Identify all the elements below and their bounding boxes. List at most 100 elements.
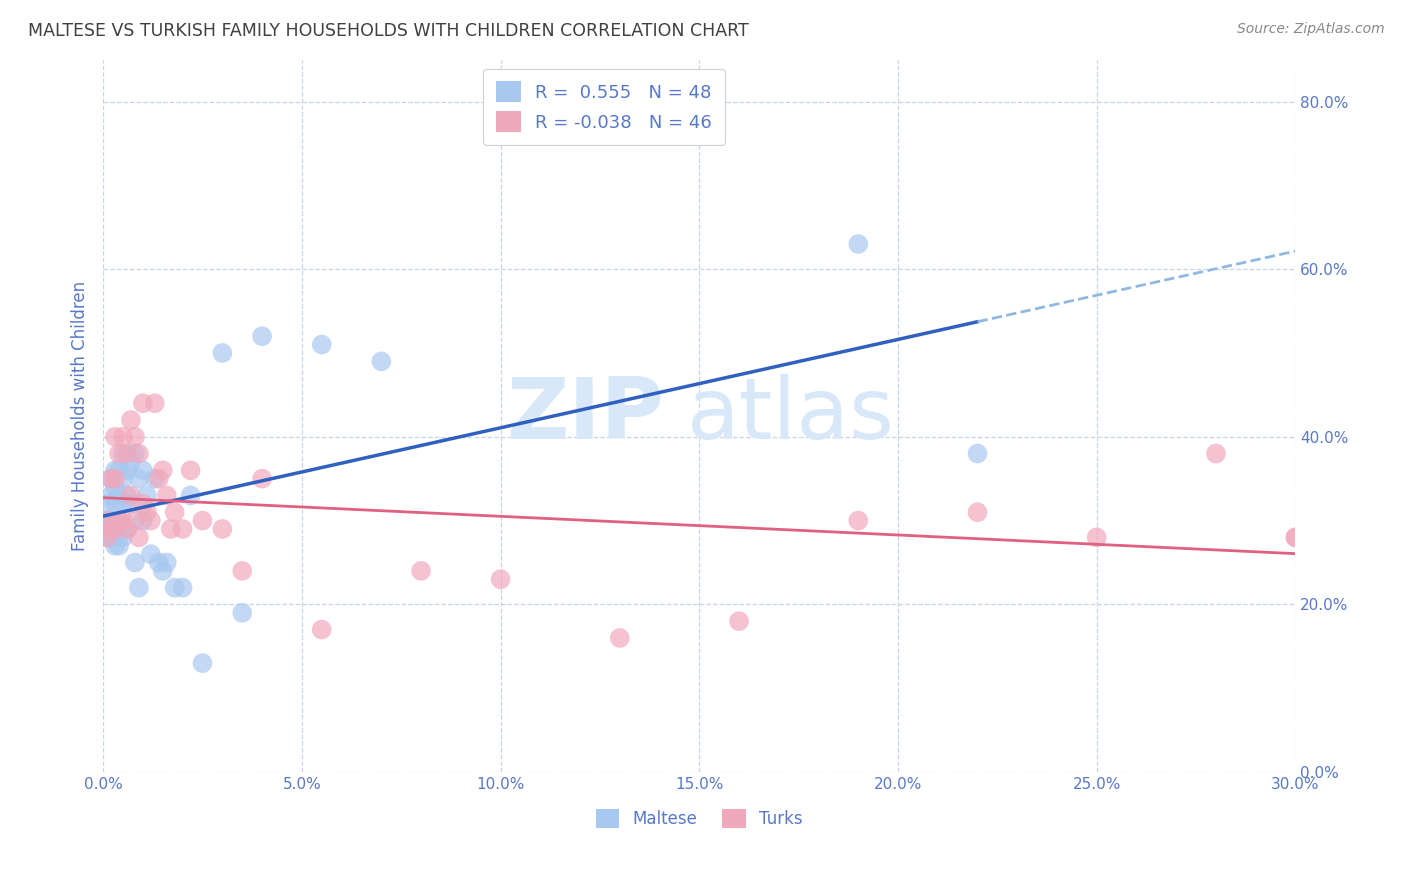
Point bbox=[120, 413, 142, 427]
Point bbox=[191, 656, 214, 670]
Point bbox=[211, 346, 233, 360]
Text: ZIP: ZIP bbox=[506, 375, 664, 458]
Point bbox=[132, 497, 155, 511]
Point bbox=[156, 488, 179, 502]
Point bbox=[139, 514, 162, 528]
Point bbox=[96, 530, 118, 544]
Point bbox=[124, 556, 146, 570]
Point bbox=[966, 505, 988, 519]
Point bbox=[96, 497, 118, 511]
Point bbox=[115, 488, 138, 502]
Text: atlas: atlas bbox=[688, 375, 896, 458]
Point bbox=[100, 522, 122, 536]
Point bbox=[250, 329, 273, 343]
Point bbox=[172, 522, 194, 536]
Point bbox=[104, 522, 127, 536]
Point bbox=[846, 514, 869, 528]
Point bbox=[135, 488, 157, 502]
Point bbox=[115, 463, 138, 477]
Point bbox=[132, 514, 155, 528]
Point bbox=[180, 488, 202, 502]
Point bbox=[108, 488, 131, 502]
Point bbox=[132, 396, 155, 410]
Point bbox=[128, 530, 150, 544]
Point bbox=[191, 514, 214, 528]
Point bbox=[111, 530, 134, 544]
Point bbox=[148, 556, 170, 570]
Point bbox=[728, 614, 751, 628]
Point bbox=[108, 446, 131, 460]
Point bbox=[163, 581, 186, 595]
Point bbox=[152, 463, 174, 477]
Point bbox=[180, 463, 202, 477]
Point bbox=[111, 472, 134, 486]
Point bbox=[104, 480, 127, 494]
Point bbox=[108, 463, 131, 477]
Point bbox=[96, 514, 118, 528]
Point bbox=[108, 514, 131, 528]
Point bbox=[104, 539, 127, 553]
Point bbox=[104, 472, 127, 486]
Point bbox=[156, 556, 179, 570]
Point bbox=[143, 472, 166, 486]
Point bbox=[120, 488, 142, 502]
Point bbox=[370, 354, 392, 368]
Point bbox=[108, 539, 131, 553]
Text: Source: ZipAtlas.com: Source: ZipAtlas.com bbox=[1237, 22, 1385, 37]
Point bbox=[250, 472, 273, 486]
Point bbox=[311, 623, 333, 637]
Point bbox=[108, 514, 131, 528]
Point bbox=[128, 581, 150, 595]
Point bbox=[104, 497, 127, 511]
Point bbox=[846, 237, 869, 252]
Point bbox=[148, 472, 170, 486]
Point bbox=[115, 522, 138, 536]
Point bbox=[124, 514, 146, 528]
Point bbox=[1284, 530, 1306, 544]
Point bbox=[135, 505, 157, 519]
Point bbox=[1085, 530, 1108, 544]
Point bbox=[409, 564, 432, 578]
Point bbox=[120, 455, 142, 469]
Point bbox=[311, 337, 333, 351]
Point bbox=[100, 472, 122, 486]
Point bbox=[96, 530, 118, 544]
Point bbox=[100, 530, 122, 544]
Point bbox=[111, 497, 134, 511]
Point bbox=[489, 572, 512, 586]
Point bbox=[211, 522, 233, 536]
Point bbox=[100, 488, 122, 502]
Point bbox=[96, 514, 118, 528]
Point bbox=[124, 430, 146, 444]
Point bbox=[128, 446, 150, 460]
Point bbox=[115, 522, 138, 536]
Point bbox=[231, 606, 253, 620]
Point bbox=[1284, 530, 1306, 544]
Y-axis label: Family Households with Children: Family Households with Children bbox=[72, 281, 89, 551]
Point bbox=[163, 505, 186, 519]
Point bbox=[120, 497, 142, 511]
Point bbox=[111, 514, 134, 528]
Point bbox=[104, 463, 127, 477]
Point bbox=[104, 430, 127, 444]
Point bbox=[609, 631, 631, 645]
Point bbox=[966, 446, 988, 460]
Point bbox=[139, 547, 162, 561]
Point bbox=[172, 581, 194, 595]
Point bbox=[124, 446, 146, 460]
Point bbox=[100, 472, 122, 486]
Point bbox=[128, 472, 150, 486]
Point bbox=[111, 446, 134, 460]
Point bbox=[143, 396, 166, 410]
Point bbox=[231, 564, 253, 578]
Legend: Maltese, Turks: Maltese, Turks bbox=[589, 803, 810, 835]
Point bbox=[132, 463, 155, 477]
Point bbox=[159, 522, 181, 536]
Point bbox=[1205, 446, 1227, 460]
Point bbox=[100, 514, 122, 528]
Point bbox=[115, 446, 138, 460]
Point bbox=[111, 430, 134, 444]
Text: MALTESE VS TURKISH FAMILY HOUSEHOLDS WITH CHILDREN CORRELATION CHART: MALTESE VS TURKISH FAMILY HOUSEHOLDS WIT… bbox=[28, 22, 749, 40]
Point bbox=[152, 564, 174, 578]
Point bbox=[104, 522, 127, 536]
